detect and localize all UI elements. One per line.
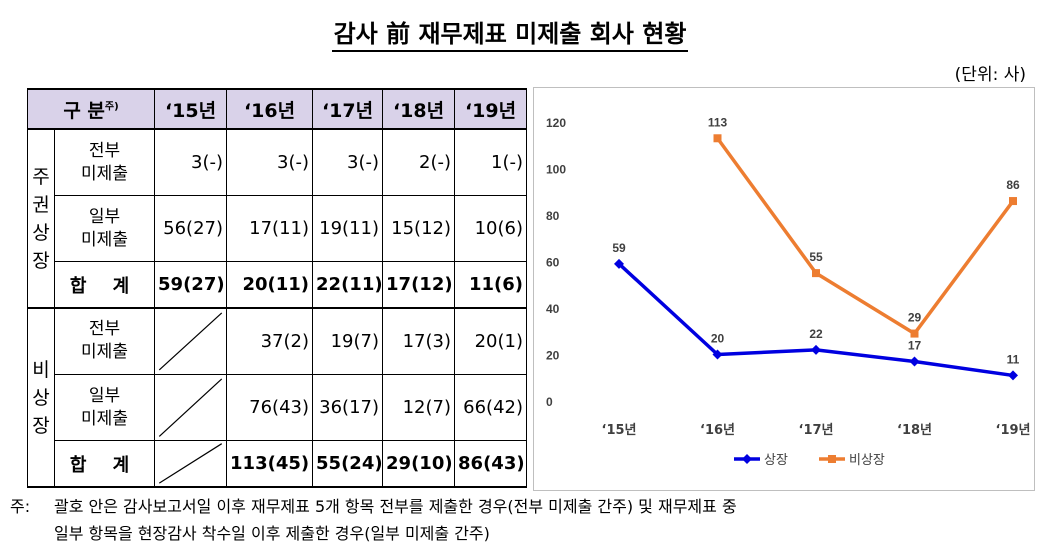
footnote-mark: 주: <box>10 497 31 516</box>
table-cell: 55(24) <box>312 440 384 489</box>
x-tick-label: ‘15년 <box>602 423 637 438</box>
table-cell: 11(6) <box>454 261 528 310</box>
data-label: 17 <box>908 338 922 352</box>
footnote-line: 괄호 안은 감사보고서일 이후 재무제표 5개 항목 전부를 제출한 경우(전부… <box>54 497 737 516</box>
table-cell: 37(2) <box>226 307 314 375</box>
table-cell: 113(45) <box>226 440 314 489</box>
y-tick-label: 20 <box>546 349 560 363</box>
row-label: 일부 미제출 <box>53 373 156 442</box>
x-tick-label: ‘16년 <box>700 423 735 438</box>
data-label: 22 <box>809 327 823 341</box>
table-cell: 59(27) <box>154 261 228 310</box>
table-cell: 15(12) <box>382 195 456 263</box>
table-cell: 1(-) <box>454 128 528 197</box>
data-label: 86 <box>1006 178 1020 192</box>
data-label: 11 <box>1007 352 1020 366</box>
data-label: 59 <box>612 241 626 255</box>
table-row: 비상장 전부 미제출 37(2) 19(7) 17(3) 20(1) <box>27 307 528 488</box>
table-cell: 20(11) <box>226 261 314 310</box>
header-year: ‘19년 <box>454 87 528 131</box>
group-label: 비상장 <box>27 307 55 488</box>
table-cell: 17(11) <box>226 195 314 263</box>
data-point <box>910 329 919 338</box>
data-label: 55 <box>809 250 823 264</box>
group-label: 주권상장 <box>27 128 55 310</box>
empty-diagonal-cell <box>154 373 228 442</box>
series-line <box>716 137 1015 336</box>
legend-label: 상장 <box>764 453 788 468</box>
table-cell: 86(43) <box>454 440 528 489</box>
legend-marker <box>828 455 836 463</box>
x-tick-label: ‘18년 <box>897 423 932 438</box>
table-row: 일부 미제출 76(43) 36(17) 12(7) 66(42) <box>28 373 528 442</box>
table-cell: 22(11) <box>312 261 384 310</box>
legend-label: 비상장 <box>849 453 885 468</box>
table-row: 합 계 59(27) 20(11) 22(11) 17(12) 11(6) <box>28 261 528 310</box>
table-header-row: 구 분주) ‘15년 ‘16년 ‘17년 ‘18년 ‘19년 <box>26 87 528 131</box>
y-tick-label: 100 <box>546 163 566 177</box>
table-cell: 56(27) <box>154 195 228 263</box>
data-point <box>712 349 723 360</box>
data-label: 113 <box>708 115 728 129</box>
row-label: 합 계 <box>53 440 156 489</box>
table-cell: 3(-) <box>226 128 314 197</box>
x-tick-label: ‘19년 <box>996 423 1031 438</box>
table-cell: 3(-) <box>312 128 384 197</box>
table-row: 합 계 113(45) 55(24) 29(10) 86(43) <box>28 440 528 489</box>
table-cell: 20(1) <box>454 307 528 375</box>
data-point <box>713 134 722 143</box>
table-cell: 66(42) <box>454 373 528 442</box>
x-tick-label: ‘17년 <box>799 423 834 438</box>
data-point <box>614 258 624 269</box>
table-row: 주권상장 전부 미제출 3(-) 3(-) 3(-) 2(-) 1(-) <box>27 128 528 310</box>
y-tick-label: 60 <box>546 256 560 270</box>
y-tick-label: 80 <box>546 209 560 223</box>
header-year: ‘15년 <box>154 87 228 131</box>
table-cell: 76(43) <box>226 373 314 442</box>
table-cell: 3(-) <box>154 128 228 197</box>
data-label: 20 <box>711 332 725 346</box>
data-label: 29 <box>908 311 922 325</box>
table-cell: 29(10) <box>382 440 456 489</box>
table-cell: 17(3) <box>382 307 456 375</box>
empty-diagonal-cell <box>154 440 228 489</box>
table-cell: 12(7) <box>382 373 456 442</box>
y-tick-label: 0 <box>546 395 553 409</box>
header-category: 구 분주) <box>26 87 156 131</box>
header-year: ‘18년 <box>382 87 456 131</box>
data-point <box>811 344 821 355</box>
data-point <box>1008 370 1018 381</box>
unit-label: (단위: 사) <box>954 65 1026 85</box>
row-label: 일부 미제출 <box>53 195 156 263</box>
table-cell: 19(7) <box>312 307 384 375</box>
table-cell: 17(12) <box>382 261 456 310</box>
footnote: 주: 괄호 안은 감사보고서일 이후 재무제표 5개 항목 전부를 제출한 경우(… <box>10 493 737 547</box>
data-point <box>812 269 820 278</box>
data-point <box>909 356 920 367</box>
line-chart: 0 20 40 60 80 100 120 ‘15년 ‘16년 ‘17년 ‘18년 ‘19년 59 20 2… <box>533 87 1035 491</box>
data-point <box>1009 197 1017 206</box>
table-cell: 10(6) <box>454 195 528 263</box>
header-year: ‘16년 <box>226 87 314 131</box>
table-row: 일부 미제출 56(27) 17(11) 19(11) 15(12) 10(6) <box>28 195 528 263</box>
table-cell: 19(11) <box>312 195 384 263</box>
status-table: 구 분주) ‘15년 ‘16년 ‘17년 ‘18년 ‘19년 주권상장 전부 미제출… <box>26 87 528 489</box>
table-cell: 2(-) <box>382 128 456 197</box>
header-year: ‘17년 <box>312 87 384 131</box>
page-title: 감사 前 재무제표 미제출 회사 현황 <box>0 14 1020 52</box>
y-tick-label: 120 <box>546 116 566 130</box>
row-label: 전부 미제출 <box>53 307 156 375</box>
empty-diagonal-cell <box>154 307 228 375</box>
row-label: 전부 미제출 <box>53 128 156 197</box>
table-cell: 36(17) <box>312 373 384 442</box>
y-tick-label: 40 <box>546 302 560 316</box>
legend-marker <box>742 454 752 464</box>
footnote-line: 일부 항목을 현장감사 착수일 이후 제출한 경우(일부 미제출 간주) <box>54 524 490 543</box>
row-label: 합 계 <box>53 261 156 310</box>
